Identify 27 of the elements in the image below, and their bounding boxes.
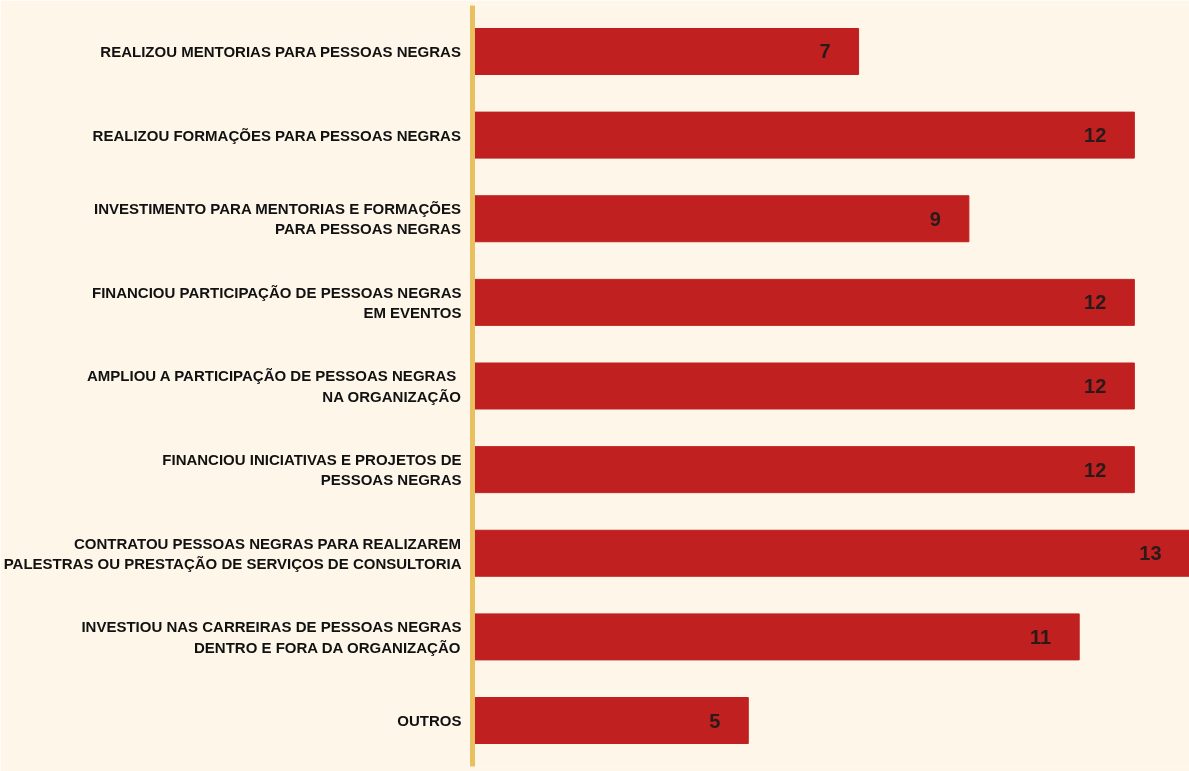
data-label: 7 — [819, 40, 831, 63]
bar — [472, 28, 860, 75]
y-tick-label: AMPLIOU A PARTICIPAÇÃO DE PESSOAS NEGRAS NA ORGANIZAÇÃO — [87, 367, 462, 405]
data-label: 12 — [1084, 291, 1107, 314]
data-label: 11 — [1030, 625, 1052, 648]
y-tick-label: FINANCIOU PARTICIPAÇÃO DE PESSOAS NEGRAS EM EVENTOS — [92, 283, 462, 322]
data-label: 13 — [1139, 542, 1162, 565]
bar — [472, 278, 1135, 326]
bar — [472, 362, 1135, 410]
y-tick-label: OUTROS — [397, 712, 462, 730]
data-label: 12 — [1084, 375, 1107, 397]
bar — [472, 195, 970, 243]
y-tick-label: FINANCIOU INICIATIVAS E PROJETOS DE PESSOAS NEGRAS — [162, 450, 462, 489]
data-label: 12 — [1084, 458, 1107, 481]
bar — [472, 613, 1080, 661]
data-label: 9 — [929, 207, 941, 230]
bar — [472, 446, 1135, 494]
bar — [472, 111, 1135, 159]
y-tick-label: REALIZOU MENTORIAS PARA PESSOAS NEGRAS — [100, 42, 461, 60]
data-label: 5 — [709, 709, 721, 732]
bar — [472, 697, 749, 744]
y-tick-label: INVESTIOU NAS CARREIRAS DE PESSOAS NEGRAS DENTRO E FORA DA ORGANIZAÇÃO — [81, 618, 462, 656]
data-label: 12 — [1084, 124, 1107, 147]
bar — [472, 529, 1189, 577]
y-tick-label: INVESTIMENTO PARA MENTORIAS E FORMAÇÕES PARA PESSOAS NEGRAS — [93, 200, 461, 238]
y-tick-label: CONTRATOU PESSOAS NEGRAS PARA REALIZAREM PALESTRAS OU PRESTAÇÃO DE SERVIÇOS DE CONSULTORIA — [3, 534, 462, 572]
y-tick-label: REALIZOU FORMAÇÕES PARA PESSOAS NEGRAS — [92, 126, 461, 144]
